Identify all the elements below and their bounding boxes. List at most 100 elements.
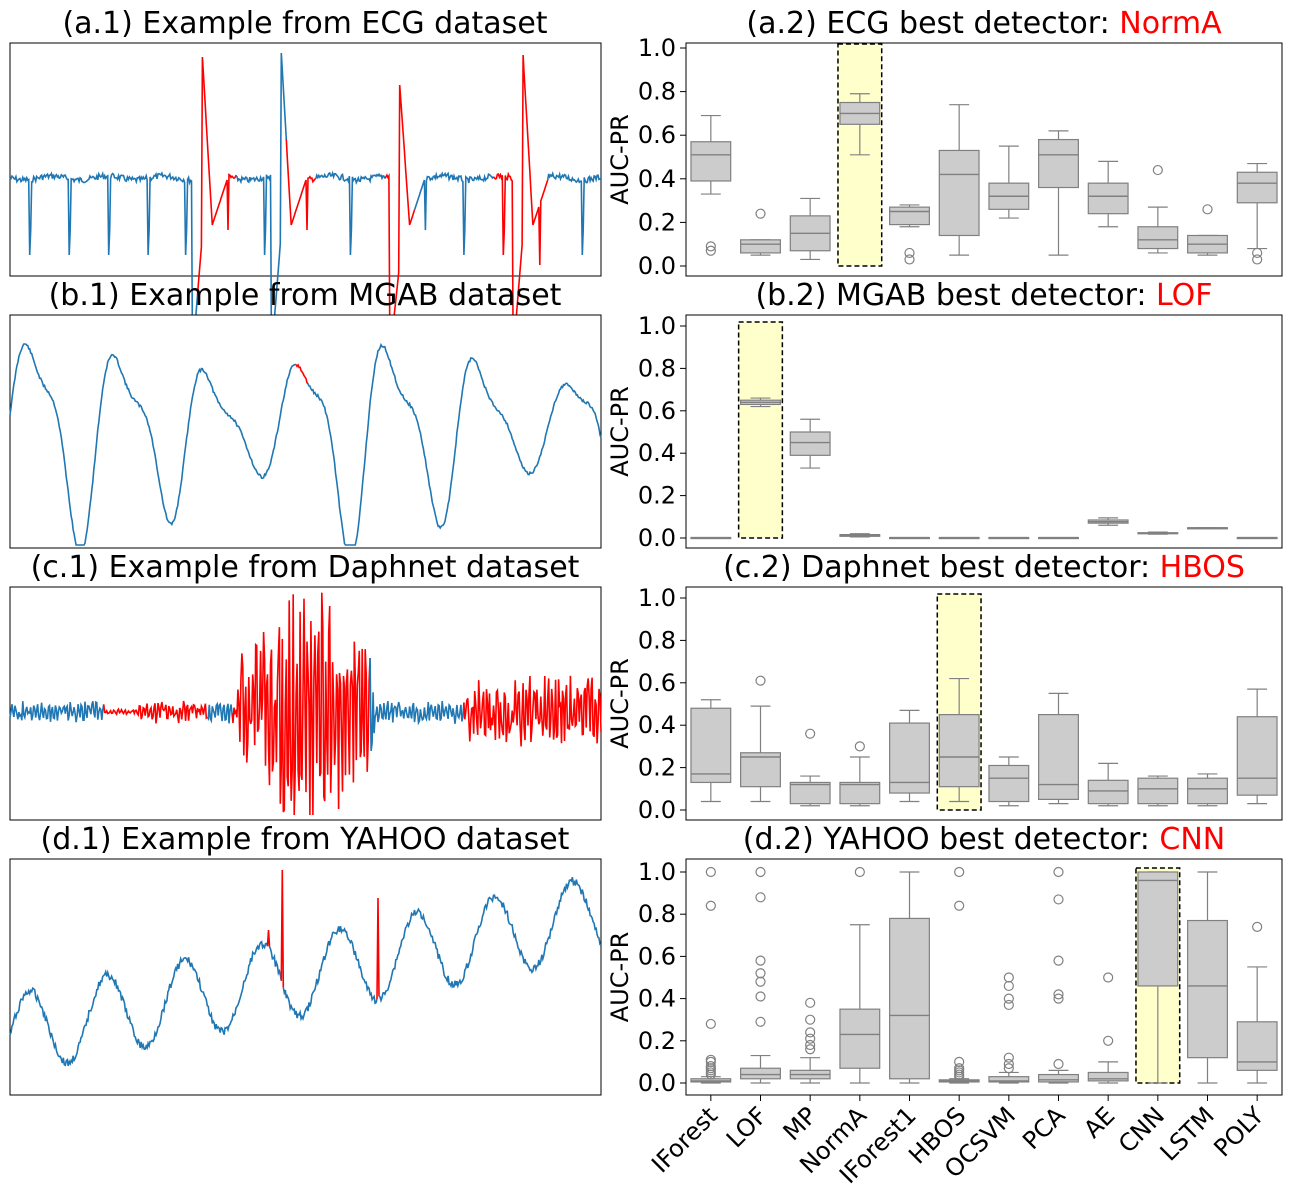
box-iqr <box>1236 171 1278 204</box>
y-tick-label: 0.4 <box>638 711 676 739</box>
box-iqr <box>1137 226 1179 250</box>
box-AE <box>1087 160 1129 228</box>
y-tick-label: 1.0 <box>638 858 676 886</box>
box-NormA <box>839 866 881 1084</box>
box-iqr <box>740 239 781 254</box>
outlier-point <box>755 892 766 903</box>
box-OCSVM <box>988 145 1030 219</box>
normal-segment <box>9 343 297 546</box>
best-detector-highlight <box>737 321 784 539</box>
box-POLY <box>1236 536 1278 540</box>
series-panel-b1: (b.1) Example from MGAB dataset <box>9 278 602 549</box>
x-tick-label: POLY <box>1208 1101 1269 1162</box>
boxplot-frame <box>685 42 1283 277</box>
box-IForest <box>690 536 732 540</box>
y-tick-label: 0.2 <box>638 1027 676 1055</box>
anomaly-segment <box>463 675 602 747</box>
box-iqr <box>1087 1071 1129 1082</box>
normal-segment <box>413 171 495 256</box>
y-tick-label: 0.6 <box>638 397 676 425</box>
outlier-point <box>1003 1063 1014 1074</box>
box-NormA <box>839 533 881 538</box>
box-iqr <box>690 707 732 784</box>
box-HBOS <box>938 677 980 803</box>
box-IForest <box>690 866 732 1084</box>
y-tick-label: 0.8 <box>638 900 676 928</box>
outlier-point <box>805 1044 816 1055</box>
normal-segment <box>378 876 602 1004</box>
boxplot-title-b2: (b.2) MGAB best detector: LOF <box>755 278 1212 313</box>
y-tick-label: 0.0 <box>638 1069 676 1097</box>
anomaly-segment <box>280 869 285 988</box>
outlier-point <box>1053 866 1064 878</box>
outlier-point <box>854 741 865 752</box>
outlier-point <box>1252 921 1263 932</box>
outlier-point <box>705 241 716 252</box>
box-HBOS <box>938 536 980 540</box>
boxplot-title-d2: (d.2) YAHOO best detector: CNN <box>743 822 1226 857</box>
x-tick-label: LSTM <box>1155 1101 1220 1166</box>
box-OCSVM <box>988 756 1030 807</box>
box-IForest1 <box>889 709 930 803</box>
box-iqr <box>938 149 980 237</box>
best-detector-label: LOF <box>1156 278 1213 313</box>
box-iqr <box>1187 777 1228 805</box>
y-tick-label: 0.6 <box>638 669 676 697</box>
normal-segment <box>307 342 602 546</box>
outlier-point <box>1252 254 1263 265</box>
series-lines-c1 <box>9 592 602 816</box>
outlier-point <box>1003 993 1014 1004</box>
box-LSTM <box>1187 204 1228 256</box>
y-tick-label: 0.6 <box>638 942 676 970</box>
box-LOF <box>740 675 781 803</box>
y-axis-label: AUC-PR <box>606 658 634 749</box>
series-frame-b1 <box>9 314 602 549</box>
outlier-point <box>705 245 716 256</box>
normal-segment <box>282 925 378 1022</box>
outlier-point <box>1252 247 1263 259</box>
anomaly-segment <box>102 700 208 724</box>
outlier-point <box>1003 1052 1014 1063</box>
box-PCA <box>1038 866 1079 1084</box>
box-PCA <box>1038 130 1079 256</box>
box-CNN <box>1137 531 1179 535</box>
series-lines-b1 <box>9 342 602 546</box>
box-POLY <box>1236 688 1278 805</box>
boxplot-panel-a2: (a.2) ECG best detector: NormA 0.0 0.2 0.4 0… <box>606 6 1283 280</box>
boxplot-title-prefix: (a.2) ECG best detector: <box>746 6 1119 41</box>
box-iqr <box>889 206 930 226</box>
box-MP <box>789 997 831 1084</box>
box-LOF <box>740 397 781 408</box>
box-IForest <box>690 699 732 803</box>
boxplot-frame <box>685 858 1283 1096</box>
outlier-point <box>705 1069 716 1080</box>
box-LSTM <box>1187 773 1228 807</box>
box-iqr <box>839 781 881 805</box>
best-detector-label: HBOS <box>1160 550 1245 585</box>
box-iqr <box>889 722 930 794</box>
normal-segment <box>546 170 602 256</box>
outlier-point <box>1103 1035 1114 1046</box>
outlier-point <box>904 254 915 265</box>
normal-segment <box>206 701 233 724</box>
box-POLY <box>1236 921 1278 1084</box>
anomaly-segment <box>266 929 271 947</box>
box-iqr <box>988 1076 1030 1083</box>
outlier-point <box>805 1014 816 1025</box>
outlier-point <box>1053 993 1064 1004</box>
anomaly-segment <box>231 592 371 816</box>
box-iqr <box>1137 777 1179 805</box>
box-iqr <box>1087 779 1129 805</box>
best-detector-label: CNN <box>1159 822 1225 857</box>
box-OCSVM <box>988 972 1030 1084</box>
box-iqr <box>1087 182 1129 215</box>
boxplot-panel-b2: (b.2) MGAB best detector: LOF 0.0 0.2 0.4 0.… <box>606 278 1283 552</box>
y-tick-label: 0.4 <box>638 985 676 1013</box>
box-PCA <box>1038 692 1079 805</box>
y-axis-label: AUC-PR <box>606 932 634 1023</box>
box-IForest1 <box>889 536 930 540</box>
outlier-point <box>1053 894 1064 905</box>
boxplot-frame <box>685 586 1283 821</box>
anomaly-segment <box>285 138 317 231</box>
